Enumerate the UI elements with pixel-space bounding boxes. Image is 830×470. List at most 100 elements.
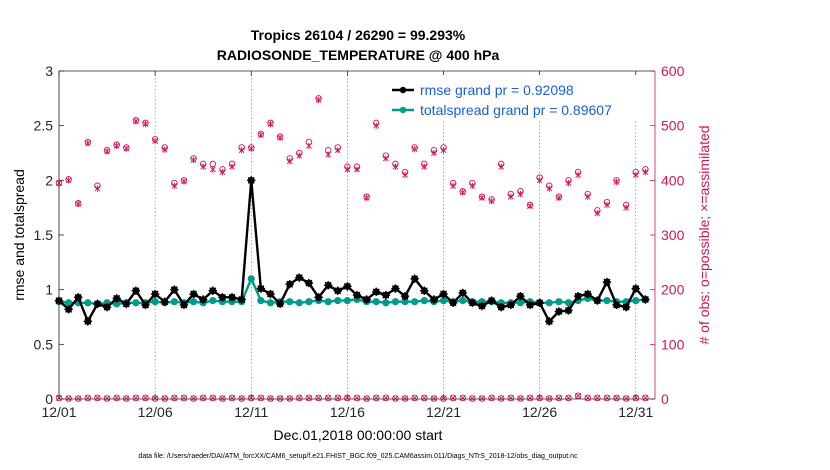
rmse-point bbox=[554, 307, 564, 316]
rmse-point bbox=[429, 295, 439, 304]
rmse-point-star bbox=[583, 289, 592, 299]
rmse-point-star bbox=[208, 286, 218, 295]
rmse-point bbox=[237, 295, 246, 304]
rmse-point bbox=[506, 300, 516, 310]
rmse-point bbox=[352, 290, 362, 300]
rmse-point bbox=[593, 296, 602, 305]
obs-assimilated-point bbox=[382, 155, 389, 162]
obs-near-zero-point bbox=[248, 394, 255, 402]
rmse-point-star bbox=[333, 286, 342, 295]
obs-near-zero-point bbox=[74, 395, 82, 402]
obs-near-zero-point bbox=[565, 394, 572, 402]
obs-near-zero-cross bbox=[65, 395, 72, 402]
obs-near-zero-point bbox=[430, 395, 438, 402]
totalspread-point bbox=[411, 298, 419, 306]
rmse-point bbox=[160, 297, 169, 306]
rmse-point-star bbox=[496, 302, 506, 312]
rmse-point-star bbox=[410, 274, 419, 283]
rmse-point-star bbox=[83, 317, 93, 326]
x-tick-label: 12/26 bbox=[522, 404, 557, 420]
obs-assimilated-point bbox=[238, 147, 245, 154]
obs-near-zero-cross bbox=[219, 395, 226, 402]
rmse-point-star bbox=[74, 293, 83, 302]
obs-near-zero-point bbox=[488, 394, 495, 402]
rmse-point-star bbox=[275, 299, 285, 309]
totalspread-point bbox=[401, 298, 409, 306]
x-tick-label: 12/31 bbox=[618, 404, 653, 420]
obs-near-zero-point bbox=[132, 394, 140, 402]
y-tick-label-right: 600 bbox=[661, 63, 685, 79]
obs-near-zero-cross bbox=[257, 394, 264, 401]
rmse-point-star bbox=[573, 292, 583, 301]
rmse-point-star bbox=[198, 295, 208, 304]
obs-near-zero-point bbox=[199, 394, 207, 402]
rmse-point bbox=[295, 273, 304, 282]
obs-near-zero-cross bbox=[613, 394, 620, 401]
obs-near-zero-point bbox=[324, 394, 332, 402]
obs-assimilated-point bbox=[469, 182, 476, 189]
obs-near-zero-point bbox=[469, 395, 476, 402]
totalspread-point bbox=[334, 297, 342, 305]
obs-near-zero-cross bbox=[142, 394, 149, 401]
obs-assimilated-point bbox=[430, 149, 437, 157]
rmse-point bbox=[170, 285, 179, 294]
rmse-point bbox=[545, 317, 554, 326]
rmse-point-star bbox=[621, 302, 631, 312]
obs-assimilated-point bbox=[65, 177, 72, 184]
obs-near-zero-cross bbox=[344, 394, 351, 401]
y-axis-label-left: rmse and totalspread bbox=[11, 169, 27, 301]
obs-assimilated-point bbox=[642, 168, 649, 176]
rmse-point-star bbox=[285, 280, 294, 289]
obs-near-zero-point bbox=[392, 395, 399, 402]
totalspread-point bbox=[632, 297, 640, 305]
obs-near-zero-cross bbox=[123, 395, 130, 402]
rmse-point-star bbox=[160, 297, 169, 306]
rmse-point bbox=[189, 289, 198, 299]
obs-near-zero-cross bbox=[277, 395, 284, 402]
rmse-point bbox=[179, 300, 189, 310]
obs-assimilated-point bbox=[507, 193, 514, 200]
y-tick-label-left: 0 bbox=[45, 391, 53, 407]
obs-assimilated-point bbox=[132, 118, 139, 125]
rmse-point bbox=[631, 284, 640, 293]
rmse-point bbox=[420, 286, 429, 295]
rmse-point bbox=[362, 295, 371, 304]
rmse-point bbox=[400, 292, 410, 301]
y-tick-label-right: 100 bbox=[661, 336, 685, 352]
totalspread-point bbox=[247, 275, 255, 283]
ticks: 12/01 12/06 12/11 12/16 12/21 12/26 12/31 0 0.5 1… bbox=[34, 63, 685, 420]
obs-near-zero-point bbox=[603, 394, 611, 402]
obs-assimilated-point bbox=[632, 171, 639, 179]
obs-near-zero-cross bbox=[334, 394, 341, 401]
obs-near-zero-point bbox=[84, 394, 92, 402]
obs-assimilated-point bbox=[229, 163, 235, 170]
rmse-point-star bbox=[487, 296, 496, 305]
rmse-point bbox=[583, 289, 592, 299]
obs-near-zero-cross bbox=[113, 394, 120, 401]
obs-near-zero-cross bbox=[469, 395, 476, 402]
obs-assimilated-point bbox=[181, 178, 187, 185]
obs-near-zero-point bbox=[642, 394, 649, 402]
rmse-point-star bbox=[381, 290, 391, 300]
rmse-point-star bbox=[131, 286, 141, 295]
obs-assimilated-point bbox=[334, 147, 341, 154]
rmse-point bbox=[247, 176, 256, 185]
obs-near-zero-point bbox=[103, 395, 111, 402]
obs-near-zero-point bbox=[334, 394, 342, 402]
obs-near-zero-cross bbox=[488, 394, 495, 401]
obs-assimilated-point bbox=[450, 182, 457, 189]
obs-assimilated-point bbox=[123, 145, 130, 152]
rmse-point-star bbox=[516, 292, 525, 301]
obs-assimilated-point bbox=[200, 163, 207, 170]
rmse-point-star bbox=[477, 301, 487, 311]
obs-near-zero-cross bbox=[594, 394, 601, 401]
obs-near-zero-cross bbox=[421, 394, 428, 401]
rmse-point bbox=[602, 277, 612, 287]
rmse-point-star bbox=[362, 295, 371, 304]
obs-near-zero-cross bbox=[575, 392, 582, 399]
obs-assimilated-point bbox=[392, 163, 399, 170]
obs-near-zero-cross bbox=[604, 394, 610, 401]
obs-assimilated-point bbox=[498, 163, 505, 170]
obs-near-zero-cross bbox=[104, 395, 110, 402]
